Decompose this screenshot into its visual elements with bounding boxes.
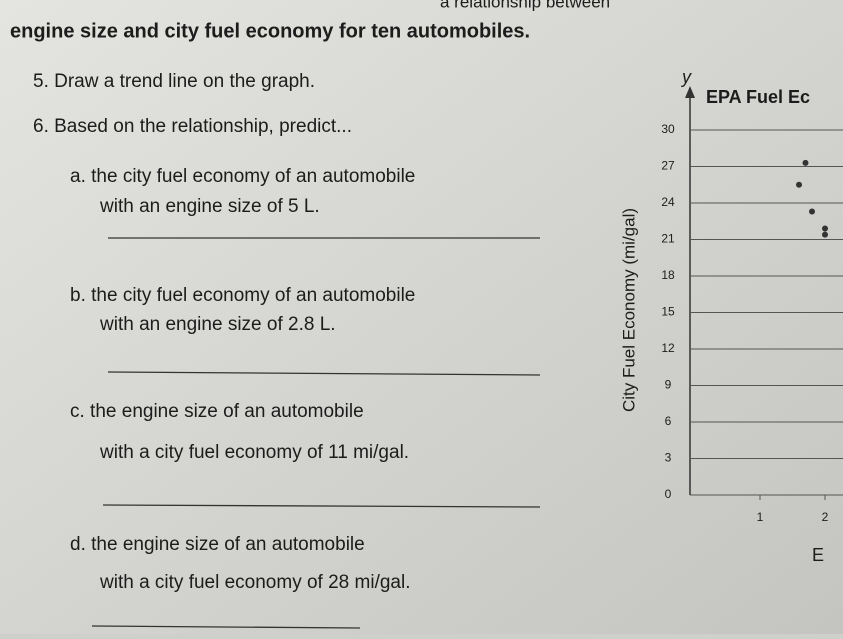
part-text: with a city fuel economy of 28 mi/gal. xyxy=(99,572,410,593)
y-tick-label: 18 xyxy=(661,268,675,282)
y-tick-label: 21 xyxy=(661,232,675,246)
part-text: a. the city fuel economy of an automobil… xyxy=(70,166,415,187)
part-text: with an engine size of 5 L. xyxy=(99,196,320,217)
y-axis-label: City Fuel Economy (mi/gal) xyxy=(619,208,638,412)
chart-title: EPA Fuel Ec xyxy=(706,87,810,107)
part-text: with an engine size of 2.8 L. xyxy=(99,314,336,335)
y-tick-label: 15 xyxy=(661,305,675,319)
data-point xyxy=(809,208,815,215)
answer-line xyxy=(102,504,541,508)
axis-arrow xyxy=(685,86,695,98)
y-tick-label: 30 xyxy=(661,122,675,136)
x-tick-label: 1 xyxy=(757,510,764,524)
data-point xyxy=(796,181,802,188)
answer-line xyxy=(107,371,541,376)
y-tick-label: 27 xyxy=(661,159,675,173)
y-axis-letter: y xyxy=(680,67,692,87)
part-text: c. the engine size of an automobile xyxy=(70,401,364,422)
cut-line: a relationship between xyxy=(440,0,610,11)
part-text: b. the city fuel economy of an automobil… xyxy=(70,285,415,306)
answer-line xyxy=(91,625,361,629)
x-tick-label: 2 xyxy=(822,510,829,524)
y-tick-label: 3 xyxy=(665,451,672,465)
part-text: d. the engine size of an automobile xyxy=(70,534,365,555)
y-tick-label: 24 xyxy=(661,195,675,209)
question: 5. Draw a trend line on the graph. xyxy=(33,71,315,92)
y-tick-label: 6 xyxy=(665,414,672,428)
data-point xyxy=(822,225,828,232)
data-point xyxy=(822,231,828,238)
y-tick-label: 9 xyxy=(665,378,672,392)
data-point xyxy=(802,159,809,166)
question: 6. Based on the relationship, predict... xyxy=(33,116,352,137)
heading: engine size and city fuel economy for te… xyxy=(10,20,530,42)
x-axis-label: E xyxy=(812,545,824,565)
part-text: with a city fuel economy of 11 mi/gal. xyxy=(99,442,409,463)
y-tick-label: 0 xyxy=(665,487,672,501)
y-tick-label: 12 xyxy=(661,341,675,355)
